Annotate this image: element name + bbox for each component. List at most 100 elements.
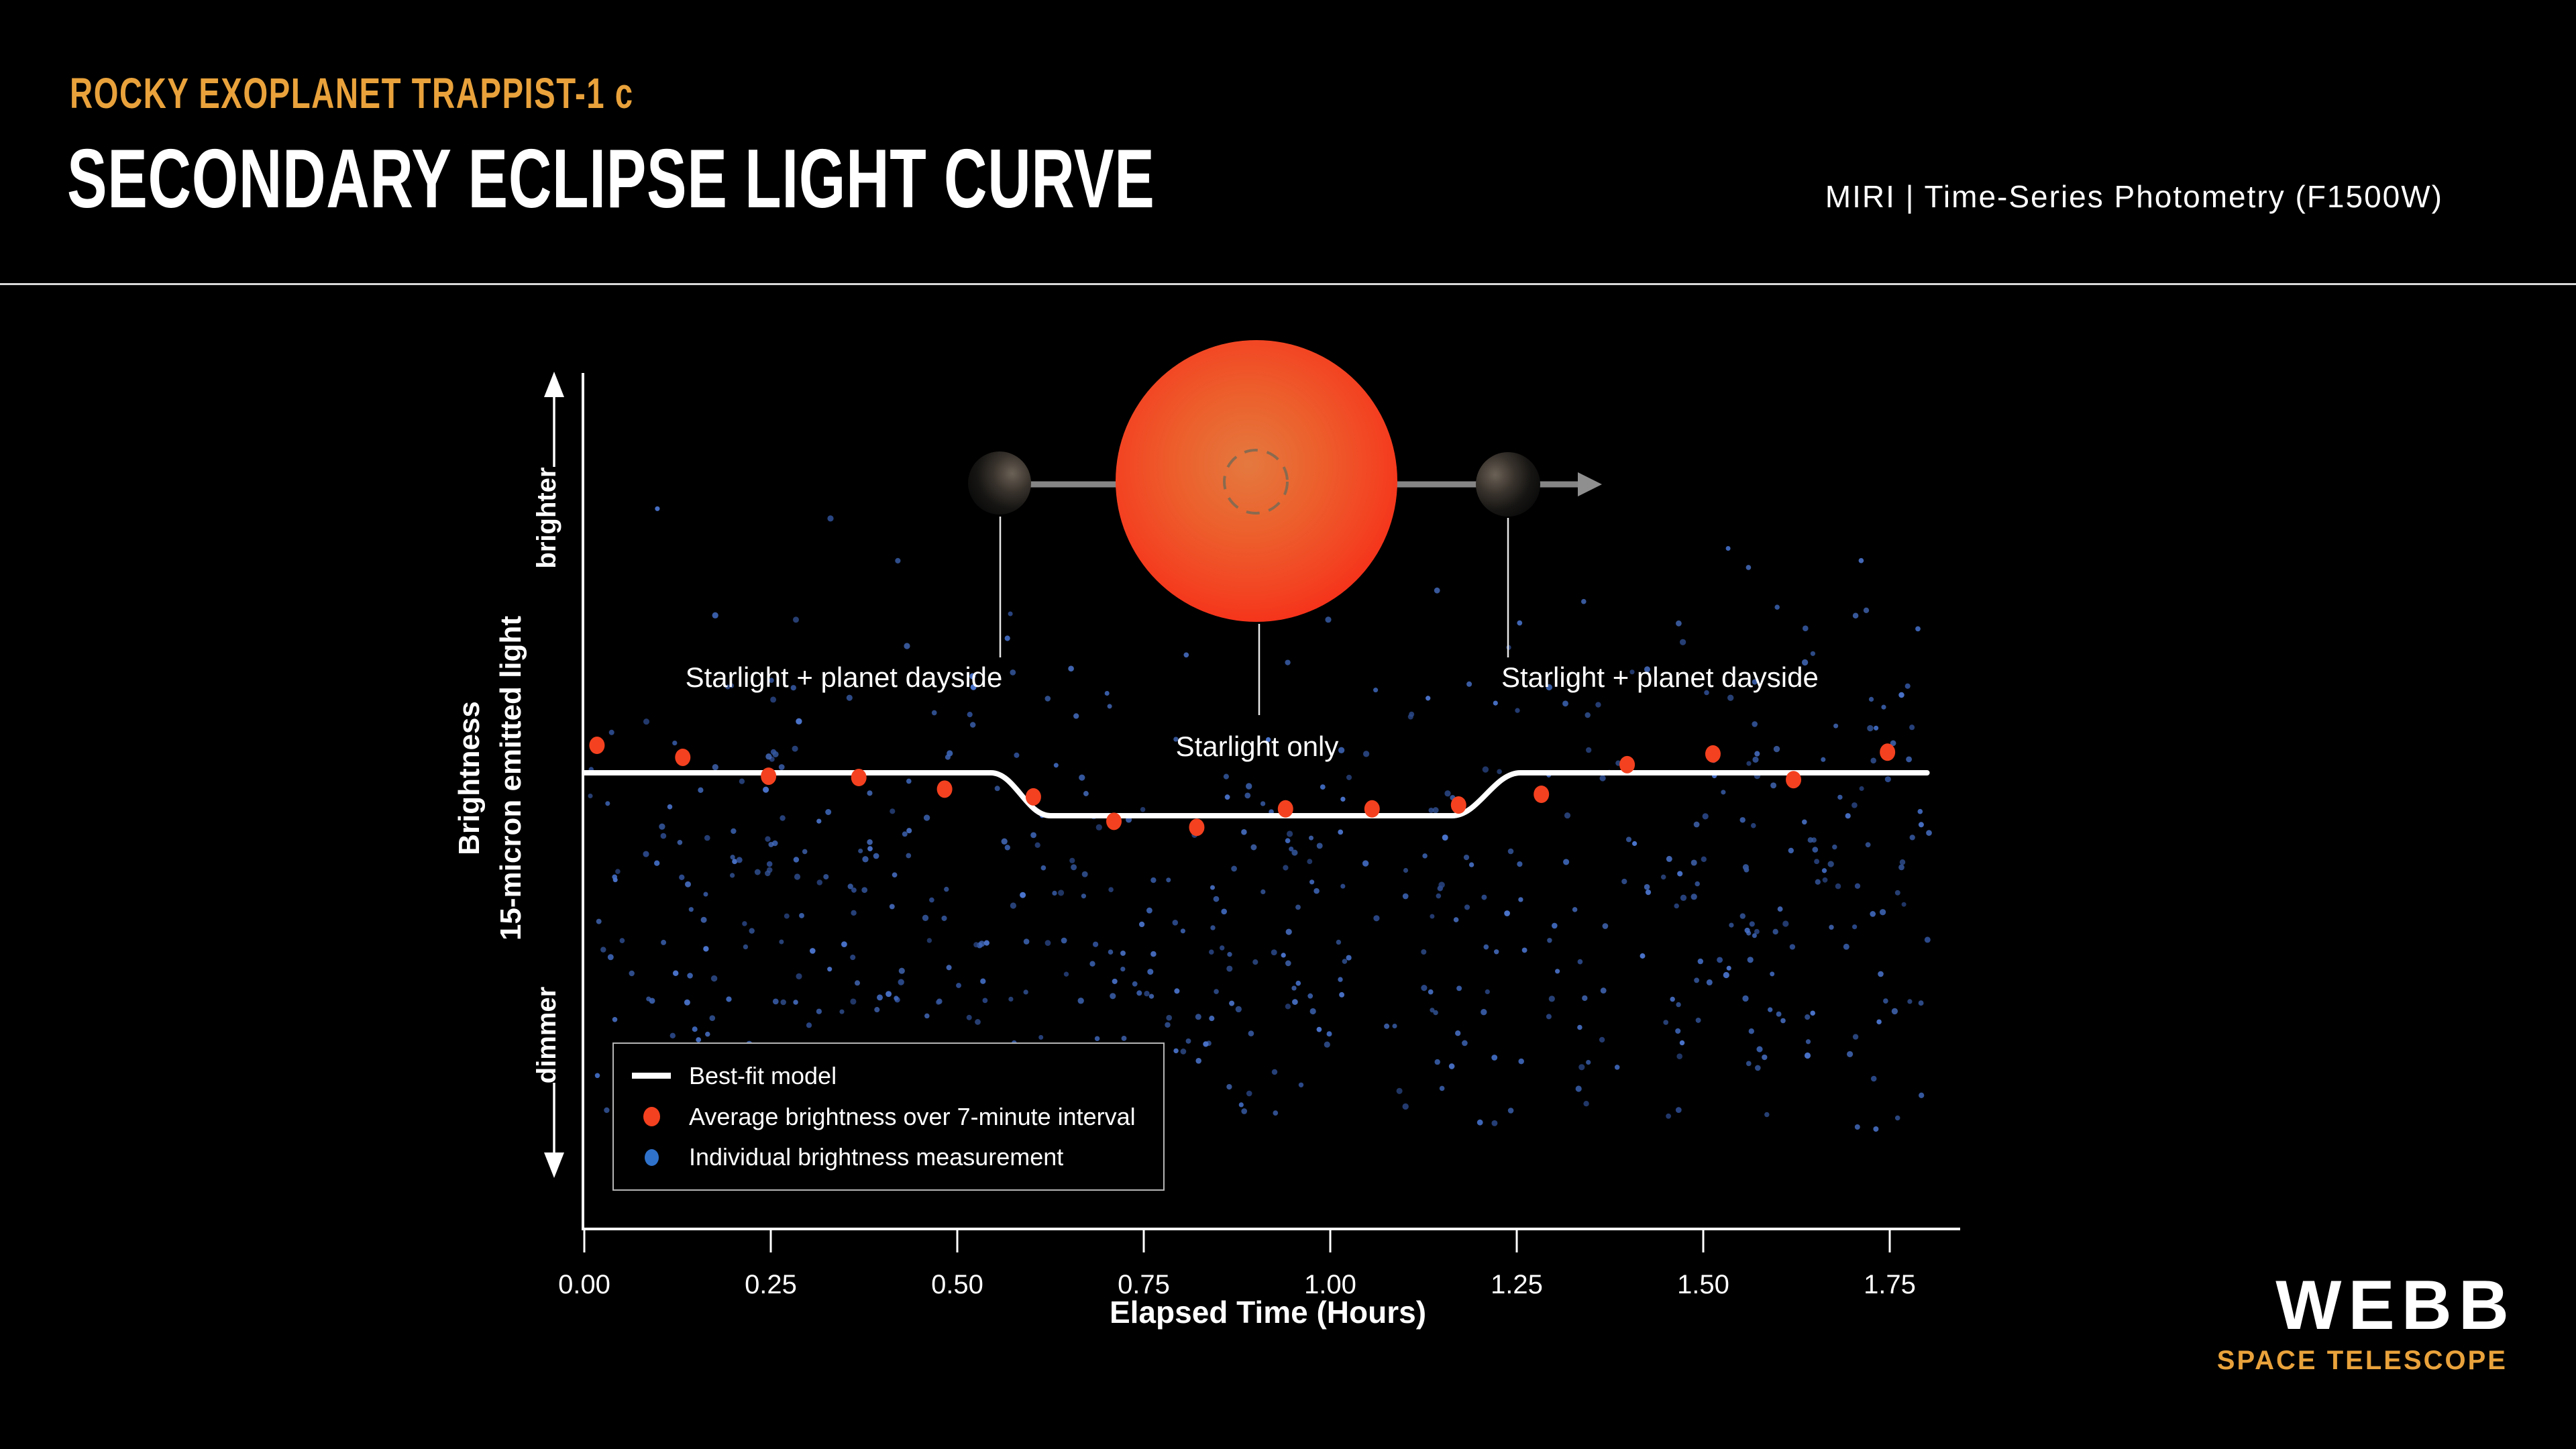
individual-measurement-dot	[793, 857, 800, 863]
individual-measurement-dot	[1185, 1038, 1191, 1044]
individual-measurement-dot	[1083, 791, 1089, 796]
individual-measurement-dot	[661, 939, 667, 945]
individual-measurement-dot	[906, 828, 912, 834]
individual-measurement-dot	[712, 612, 718, 619]
individual-measurement-dot	[1373, 915, 1380, 922]
individual-measurement-dot	[600, 947, 606, 953]
individual-measurement-dot	[685, 881, 691, 888]
individual-measurement-dot	[1833, 723, 1839, 729]
individual-measurement-dot	[1909, 724, 1915, 731]
chart-legend: Best-fit model Average brightness over 7…	[612, 1042, 1165, 1191]
individual-measurement-dot	[931, 710, 937, 716]
individual-measurement-dot	[1739, 913, 1746, 919]
individual-measurement-dot	[861, 887, 868, 894]
eyebrow-title: ROCKY EXOPLANET TRAPPIST-1 c	[70, 69, 634, 117]
individual-measurement-dot	[698, 787, 704, 793]
individual-measurement-dot	[1693, 821, 1700, 828]
individual-measurement-dot	[1402, 1103, 1409, 1110]
individual-measurement-dot	[1666, 1113, 1672, 1119]
individual-measurement-dot	[827, 967, 833, 972]
page-title: SECONDARY ECLIPSE LIGHT CURVE	[67, 133, 1155, 225]
individual-measurement-dot	[1462, 1040, 1468, 1046]
individual-measurement-dot	[1782, 920, 1789, 927]
individual-measurement-dot	[1729, 922, 1734, 928]
individual-measurement-dot	[1768, 1007, 1773, 1012]
individual-measurement-dot	[1777, 906, 1783, 912]
individual-measurement-dot	[770, 696, 777, 703]
individual-measurement-dot	[1092, 941, 1099, 947]
individual-measurement-dot	[894, 996, 899, 1001]
individual-measurement-dot	[1491, 1120, 1498, 1126]
individual-measurement-dot	[944, 886, 949, 892]
individual-measurement-dot	[929, 897, 934, 903]
individual-measurement-dot	[1209, 949, 1214, 955]
individual-measurement-dot	[823, 873, 829, 880]
x-tick-label: 1.75	[1864, 1270, 1916, 1299]
individual-measurement-dot	[1580, 598, 1587, 604]
individual-measurement-dot	[1851, 924, 1858, 930]
individual-measurement-dot	[768, 841, 774, 847]
dimmer-arrow-icon	[544, 1083, 564, 1178]
individual-measurement-dot	[1752, 756, 1759, 763]
individual-measurement-dot	[703, 892, 708, 897]
individual-measurement-dot	[1180, 928, 1185, 934]
individual-measurement-dot	[816, 818, 822, 824]
individual-measurement-dot	[672, 970, 679, 977]
individual-measurement-dot	[1309, 835, 1313, 841]
individual-measurement-dot	[873, 853, 879, 859]
individual-measurement-dot	[1843, 943, 1849, 950]
individual-measurement-dot	[1241, 1108, 1248, 1114]
individual-measurement-dot	[1482, 766, 1489, 773]
individual-measurement-dot	[1868, 696, 1874, 702]
individual-measurement-dot	[858, 848, 863, 854]
individual-measurement-dot	[1307, 993, 1313, 999]
individual-measurement-dot	[816, 1008, 822, 1014]
individual-measurement-dot	[1851, 802, 1858, 808]
individual-measurement-dot	[1723, 971, 1729, 979]
individual-measurement-dot	[1517, 620, 1523, 626]
individual-measurement-dot	[1229, 1000, 1235, 1006]
individual-measurement-dot	[672, 740, 678, 746]
individual-measurement-dot	[705, 1031, 710, 1037]
individual-measurement-dot	[1924, 936, 1931, 943]
individual-measurement-dot	[1807, 837, 1813, 843]
individual-measurement-dot	[1320, 784, 1326, 790]
individual-measurement-dot	[1252, 959, 1258, 965]
individual-measurement-dot	[1166, 1014, 1173, 1021]
model-line-swatch-icon	[614, 1073, 689, 1079]
individual-measurement-dot	[749, 928, 755, 934]
star-trappist-1	[1116, 340, 1397, 622]
individual-measurement-dot	[1743, 867, 1750, 873]
individual-measurement-dot	[1448, 1063, 1455, 1069]
individual-measurement-dot	[1752, 721, 1758, 727]
individual-measurement-dot	[1835, 883, 1841, 890]
individual-measurement-dot	[1810, 1010, 1815, 1016]
individual-measurement-dot	[1517, 861, 1523, 867]
individual-measurement-dot	[1463, 854, 1470, 861]
individual-measurement-dot	[1717, 957, 1723, 963]
individual-measurement-dot	[1695, 881, 1700, 887]
individual-measurement-dot	[1309, 879, 1315, 885]
individual-measurement-dot	[1148, 994, 1155, 999]
individual-measurement-dot	[1223, 773, 1229, 780]
individual-measurement-dot	[1444, 790, 1451, 797]
average-brightness-dot	[1786, 771, 1802, 789]
individual-measurement-dot	[1770, 782, 1777, 789]
individual-measurement-dot	[1456, 985, 1462, 991]
individual-measurement-dot	[1165, 1022, 1171, 1028]
individual-measurement-dot	[646, 996, 651, 1002]
instrument-label: MIRI | Time-Series Photometry (F1500W)	[1825, 179, 2443, 214]
individual-measurement-dot	[1453, 917, 1459, 922]
individual-measurement-dot	[1493, 949, 1499, 955]
best-fit-model-line	[582, 770, 1930, 818]
individual-measurement-dot	[1481, 1009, 1487, 1016]
individual-measurement-dot	[1150, 951, 1157, 957]
individual-measurement-dot	[1340, 883, 1346, 889]
individual-measurement-dot	[1755, 1065, 1761, 1071]
individual-measurement-dot	[1583, 1101, 1589, 1107]
individual-measurement-dot	[947, 750, 953, 757]
individual-measurement-dot	[1034, 842, 1040, 848]
individual-measurement-dot	[806, 1022, 812, 1028]
individual-measurement-dot	[729, 683, 735, 688]
individual-measurement-dot	[1235, 1006, 1242, 1013]
